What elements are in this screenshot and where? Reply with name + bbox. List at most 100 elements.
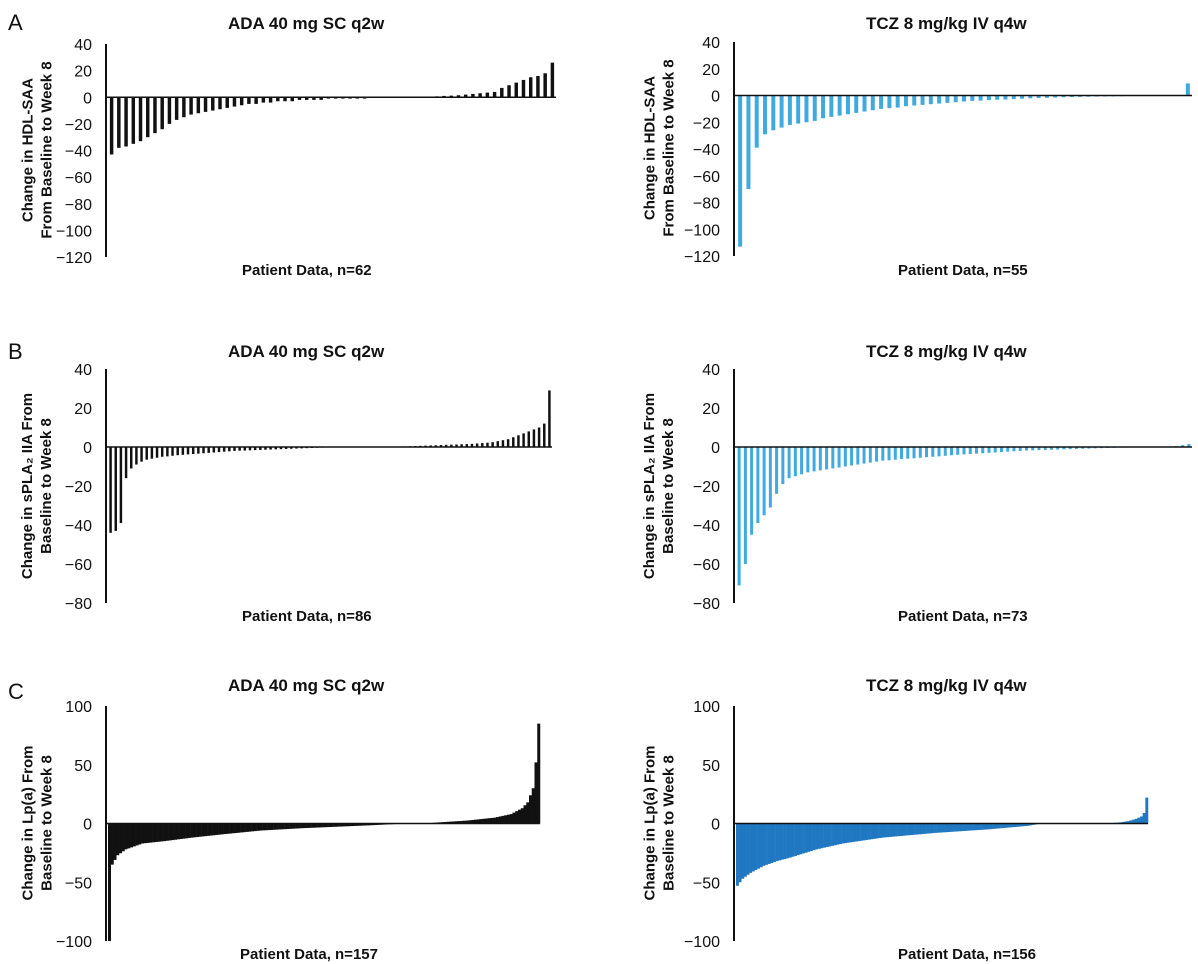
bar	[504, 815, 508, 824]
bar	[957, 823, 961, 832]
bar	[366, 823, 370, 826]
bar	[873, 823, 877, 839]
bar	[339, 823, 343, 827]
bar	[787, 95, 792, 125]
bar	[226, 823, 230, 834]
bar	[203, 97, 208, 112]
bar	[953, 95, 958, 103]
x-axis-label: Patient Data, n=73	[898, 608, 1028, 625]
bar	[160, 823, 164, 842]
bar	[1002, 823, 1006, 828]
bar	[1006, 447, 1010, 452]
y-tick-label: −20	[693, 115, 720, 132]
y-tick-label: −100	[56, 223, 92, 240]
bar	[196, 97, 201, 114]
bar	[870, 95, 875, 111]
bar	[931, 823, 935, 834]
bar	[131, 97, 136, 144]
bar	[989, 823, 993, 830]
bar	[775, 823, 779, 862]
bar	[906, 447, 910, 459]
bar	[1061, 95, 1066, 98]
bar	[110, 823, 114, 865]
bar	[918, 447, 922, 458]
chart-title: ADA 40 mg SC q2w	[228, 676, 385, 695]
bar	[743, 823, 747, 877]
bar	[471, 819, 475, 824]
bar	[116, 823, 120, 856]
bar	[1044, 95, 1049, 98]
bar	[779, 95, 784, 128]
bar	[233, 447, 236, 451]
bar	[1068, 447, 1072, 450]
bar	[352, 823, 356, 826]
bar	[319, 823, 323, 828]
bar	[325, 823, 329, 828]
chart-title: TCZ 8 mg/kg IV q4w	[866, 14, 1027, 33]
bar	[455, 444, 458, 447]
bar	[228, 447, 231, 452]
bar	[537, 427, 541, 447]
bar	[234, 823, 238, 833]
bar	[446, 821, 450, 824]
bar	[187, 823, 191, 838]
bar	[849, 823, 853, 843]
bar	[548, 390, 551, 447]
y-tick-label: 0	[83, 440, 92, 457]
bar	[523, 805, 527, 824]
bar	[1137, 817, 1141, 824]
bar	[450, 444, 453, 447]
bar	[218, 823, 222, 835]
bar	[846, 823, 850, 843]
bar	[738, 823, 742, 883]
bar	[484, 818, 488, 824]
bar	[854, 95, 859, 113]
bar	[786, 823, 790, 859]
bar	[543, 423, 546, 447]
bar	[225, 97, 229, 108]
bar	[768, 447, 772, 508]
bar	[928, 823, 932, 834]
bar	[457, 821, 461, 824]
y-tick-label: 40	[74, 362, 92, 379]
bar	[154, 823, 158, 843]
bar	[965, 823, 969, 831]
x-axis-label: Patient Data, n=86	[242, 608, 372, 625]
bar	[239, 97, 244, 106]
bar	[910, 823, 914, 836]
bar	[854, 823, 858, 842]
bar	[281, 823, 285, 830]
bar	[912, 447, 916, 459]
bar	[920, 95, 925, 105]
bar	[150, 447, 154, 459]
bar	[363, 823, 367, 826]
bar	[928, 95, 933, 105]
bar	[968, 447, 972, 455]
bar	[261, 97, 266, 103]
y-tick-label: 100	[65, 699, 92, 716]
bar	[454, 821, 458, 824]
bar	[434, 445, 438, 447]
bar	[870, 823, 874, 840]
bar	[812, 823, 816, 851]
bar	[119, 447, 123, 524]
bar	[135, 823, 139, 846]
bar	[185, 823, 189, 839]
y-tick-label: −100	[684, 222, 720, 239]
bar	[174, 823, 178, 840]
bar	[481, 443, 484, 447]
bar	[862, 95, 867, 112]
bar	[109, 447, 112, 533]
bar	[146, 823, 150, 843]
bar	[771, 95, 776, 131]
bar	[355, 823, 359, 826]
bar	[1134, 818, 1138, 824]
y-tick-label: 40	[74, 37, 92, 54]
bar	[336, 823, 340, 827]
bar	[865, 823, 869, 840]
bar	[528, 77, 533, 98]
bar	[500, 87, 504, 98]
bar	[751, 823, 755, 872]
bar	[361, 823, 365, 826]
